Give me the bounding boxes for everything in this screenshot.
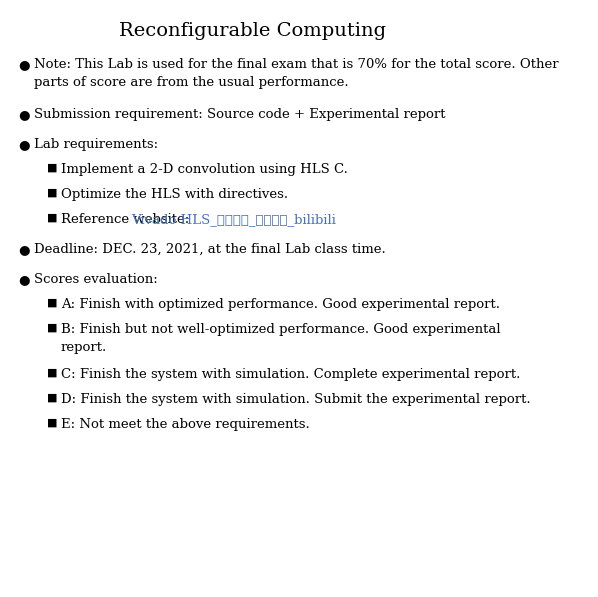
Text: ●: ● [19,243,30,256]
Text: D: Finish the system with simulation. Submit the experimental report.: D: Finish the system with simulation. Su… [61,393,530,406]
Text: ■: ■ [47,213,57,223]
Text: A: Finish with optimized performance. Good experimental report.: A: Finish with optimized performance. Go… [61,298,500,311]
Text: ■: ■ [47,393,57,403]
Text: ■: ■ [47,368,57,378]
Text: Submission requirement: Source code + Experimental report: Submission requirement: Source code + Ex… [34,108,446,121]
Text: parts of score are from the usual performance.: parts of score are from the usual perfor… [34,76,349,89]
Text: E: Not meet the above requirements.: E: Not meet the above requirements. [61,418,310,431]
Text: ■: ■ [47,418,57,428]
Text: Scores evaluation:: Scores evaluation: [34,273,158,286]
Text: ■: ■ [47,323,57,333]
Text: C: Finish the system with simulation. Complete experimental report.: C: Finish the system with simulation. Co… [61,368,520,381]
Text: report.: report. [61,341,107,354]
Text: Reference website:: Reference website: [61,213,193,226]
Text: Lab requirements:: Lab requirements: [34,138,158,151]
Text: Reconfigurable Computing: Reconfigurable Computing [120,22,386,40]
Text: Deadline: DEC. 23, 2021, at the final Lab class time.: Deadline: DEC. 23, 2021, at the final La… [34,243,386,256]
Text: B: Finish but not well-optimized performance. Good experimental: B: Finish but not well-optimized perform… [61,323,501,336]
Text: ■: ■ [47,298,57,308]
Text: ■: ■ [47,188,57,198]
Text: ●: ● [19,58,30,71]
Text: ●: ● [19,273,30,286]
Text: Optimize the HLS with directives.: Optimize the HLS with directives. [61,188,288,201]
Text: Vivado HLS_培训教程_哔哔哔哔_bilibili: Vivado HLS_培训教程_哔哔哔哔_bilibili [131,213,336,226]
Text: ■: ■ [47,163,57,173]
Text: ●: ● [19,138,30,151]
Text: ●: ● [19,108,30,121]
Text: Implement a 2-D convolution using HLS C.: Implement a 2-D convolution using HLS C. [61,163,348,176]
Text: Note: This Lab is used for the final exam that is 70% for the total score. Other: Note: This Lab is used for the final exa… [34,58,559,71]
